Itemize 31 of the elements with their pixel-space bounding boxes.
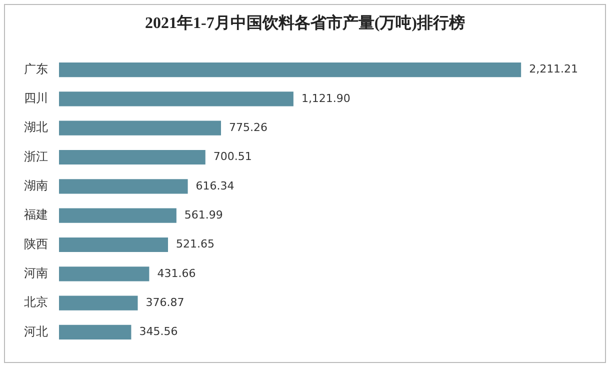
y-tick-label: 河北	[24, 324, 48, 338]
bar	[59, 266, 150, 282]
data-label: 1,121.90	[301, 92, 350, 105]
bar	[59, 62, 522, 78]
y-tick-label: 河南	[24, 266, 48, 280]
data-label: 616.34	[196, 179, 234, 192]
data-label: 700.51	[213, 150, 252, 164]
y-tick-label: 湖北	[24, 120, 48, 134]
data-label: 521.65	[176, 238, 215, 251]
bar	[59, 120, 222, 136]
data-label: 431.66	[157, 266, 196, 280]
y-tick-label: 湖南	[24, 178, 48, 193]
data-label: 376.87	[146, 296, 184, 309]
bar	[59, 324, 132, 340]
y-tick-label: 四川	[24, 91, 48, 106]
y-tick-label: 北京	[24, 295, 48, 310]
bar	[59, 92, 294, 106]
chart-title: 2021年1-7月中国饮料各省市产量(万吨)排行榜	[144, 13, 466, 34]
y-tick-label: 浙江	[24, 149, 48, 164]
data-label: 775.26	[229, 120, 268, 134]
y-tick-label: 福建	[24, 208, 48, 222]
y-tick-label: 陕西	[24, 236, 48, 251]
data-label: 2,211.21	[529, 62, 578, 76]
y-tick-label: 广东	[24, 62, 48, 76]
data-label: 345.56	[139, 325, 178, 338]
data-label: 561.99	[184, 208, 223, 222]
bar	[59, 296, 138, 310]
bar	[59, 208, 176, 223]
bar	[59, 150, 206, 165]
bar	[59, 179, 188, 194]
bar	[59, 237, 168, 252]
